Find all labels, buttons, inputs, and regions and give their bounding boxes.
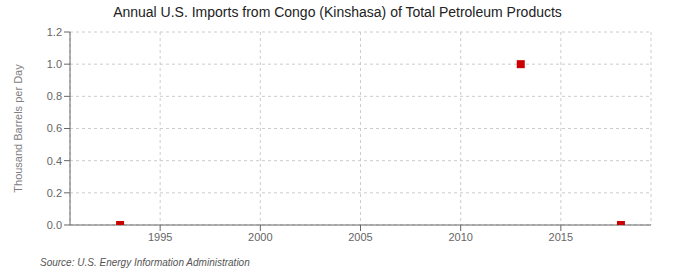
html-text:Source: U.S. Energy Informatio: Source: U.S. Energy Information Administ… <box>40 257 250 268</box>
svg-text:2000: 2000 <box>248 231 272 243</box>
svg-text:2015: 2015 <box>549 231 573 243</box>
svg-text:Thousand Barrels per Day: Thousand Barrels per Day <box>12 64 24 193</box>
svg-text:1.2: 1.2 <box>47 26 62 38</box>
html-text:Annual U.S. Imports from Congo: Annual U.S. Imports from Congo (Kinshasa… <box>113 4 562 20</box>
svg-text:0.4: 0.4 <box>47 155 62 167</box>
svg-text:0.2: 0.2 <box>47 187 62 199</box>
svg-text:2010: 2010 <box>448 231 472 243</box>
svg-text:0.8: 0.8 <box>47 90 62 102</box>
svg-text:0.0: 0.0 <box>47 219 62 231</box>
svg-text:1.0: 1.0 <box>47 58 62 70</box>
svg-text:2005: 2005 <box>348 231 372 243</box>
svg-text:1995: 1995 <box>148 231 172 243</box>
svg-text:0.6: 0.6 <box>47 122 62 134</box>
